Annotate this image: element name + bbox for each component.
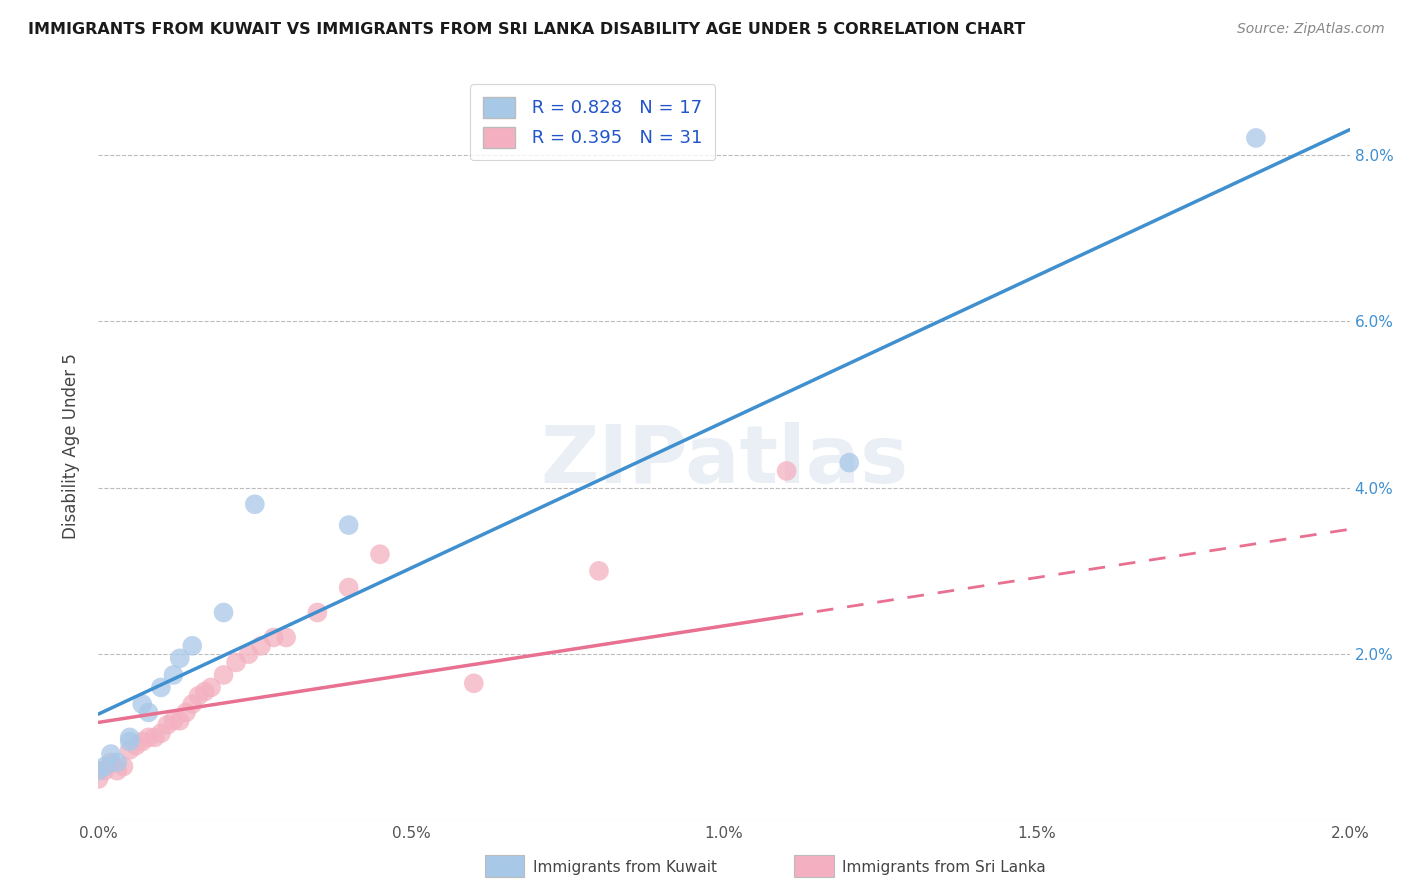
Point xyxy=(118,731,141,745)
Point xyxy=(169,651,191,665)
Point xyxy=(337,518,360,533)
Point xyxy=(181,639,204,653)
Point xyxy=(776,464,799,478)
Point xyxy=(118,743,141,757)
Point xyxy=(1244,131,1267,145)
Point xyxy=(368,547,391,561)
Text: ZIPatlas: ZIPatlas xyxy=(540,422,908,500)
Point xyxy=(238,647,260,661)
Point xyxy=(138,731,160,745)
Point xyxy=(125,739,148,753)
Point xyxy=(162,714,184,728)
Point xyxy=(112,759,135,773)
Point xyxy=(212,606,235,620)
Point xyxy=(200,681,222,695)
Y-axis label: Disability Age Under 5: Disability Age Under 5 xyxy=(62,353,80,539)
Point xyxy=(225,656,247,670)
Point xyxy=(181,697,204,711)
Point xyxy=(838,456,860,470)
Point xyxy=(100,756,122,770)
Point xyxy=(105,764,128,778)
Point xyxy=(105,756,128,770)
Point xyxy=(93,764,115,778)
Point xyxy=(87,764,110,778)
Point xyxy=(138,706,160,720)
Point xyxy=(131,697,153,711)
Point xyxy=(588,564,610,578)
Point xyxy=(212,668,235,682)
Point xyxy=(263,631,285,645)
Text: IMMIGRANTS FROM KUWAIT VS IMMIGRANTS FROM SRI LANKA DISABILITY AGE UNDER 5 CORRE: IMMIGRANTS FROM KUWAIT VS IMMIGRANTS FRO… xyxy=(28,22,1025,37)
Point xyxy=(337,581,360,595)
Point xyxy=(156,718,179,732)
Legend:  R = 0.828   N = 17,  R = 0.395   N = 31: R = 0.828 N = 17, R = 0.395 N = 31 xyxy=(470,84,716,161)
Point xyxy=(174,706,197,720)
Text: Source: ZipAtlas.com: Source: ZipAtlas.com xyxy=(1237,22,1385,37)
Point xyxy=(100,747,122,761)
Point xyxy=(118,734,141,748)
Point xyxy=(150,726,173,740)
Point xyxy=(169,714,191,728)
Point xyxy=(131,734,153,748)
Text: Immigrants from Kuwait: Immigrants from Kuwait xyxy=(533,861,717,875)
Point xyxy=(307,606,329,620)
Point xyxy=(250,639,273,653)
Point xyxy=(143,731,166,745)
Point xyxy=(162,668,184,682)
Point xyxy=(187,689,209,703)
Text: Immigrants from Sri Lanka: Immigrants from Sri Lanka xyxy=(842,861,1046,875)
Point xyxy=(194,684,217,698)
Point xyxy=(150,681,173,695)
Point xyxy=(243,497,266,511)
Point xyxy=(463,676,485,690)
Point xyxy=(93,759,115,773)
Point xyxy=(274,631,298,645)
Point xyxy=(87,772,110,786)
